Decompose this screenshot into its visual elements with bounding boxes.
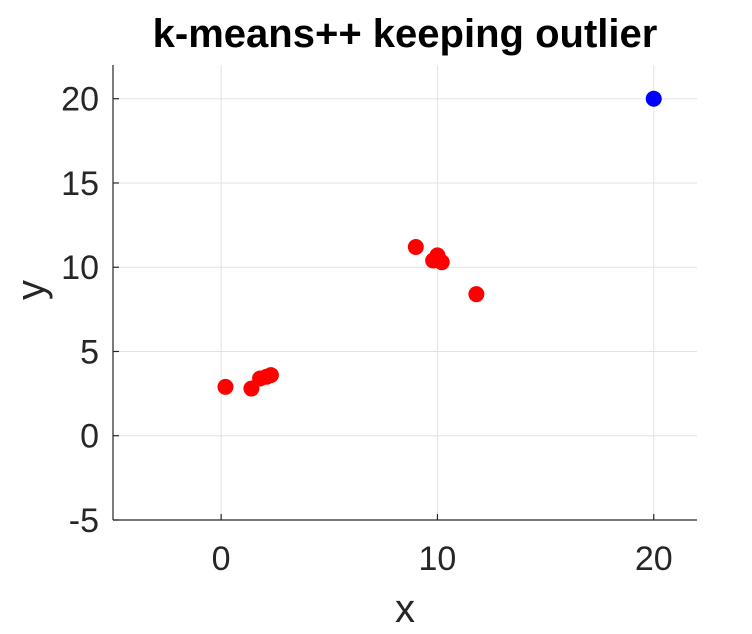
y-tick-label: 5 [80,333,99,371]
data-point [433,254,450,271]
data-point [645,90,662,107]
x-axis-ticks: 0 10 20 [212,514,673,578]
y-tick-label: -5 [69,502,99,540]
data-point [217,378,234,395]
y-axis-label: y [9,280,53,300]
data-point [468,286,485,303]
y-axis-ticks: -5 0 5 10 15 20 [61,81,119,540]
x-tick-label: 0 [212,540,231,578]
x-tick-label: 10 [419,540,457,578]
grid-lines [113,65,697,521]
y-tick-label: 10 [61,249,99,287]
data-point [262,367,279,384]
axes [112,65,697,521]
data-points [217,90,662,397]
chart-title: k-means++ keeping outlier [153,12,658,56]
data-point [407,239,424,255]
y-tick-label: 15 [61,165,99,203]
x-axis-label: x [395,587,415,631]
y-tick-label: 0 [80,418,99,456]
y-tick-label: 20 [61,81,99,119]
x-tick-label: 20 [635,540,673,578]
